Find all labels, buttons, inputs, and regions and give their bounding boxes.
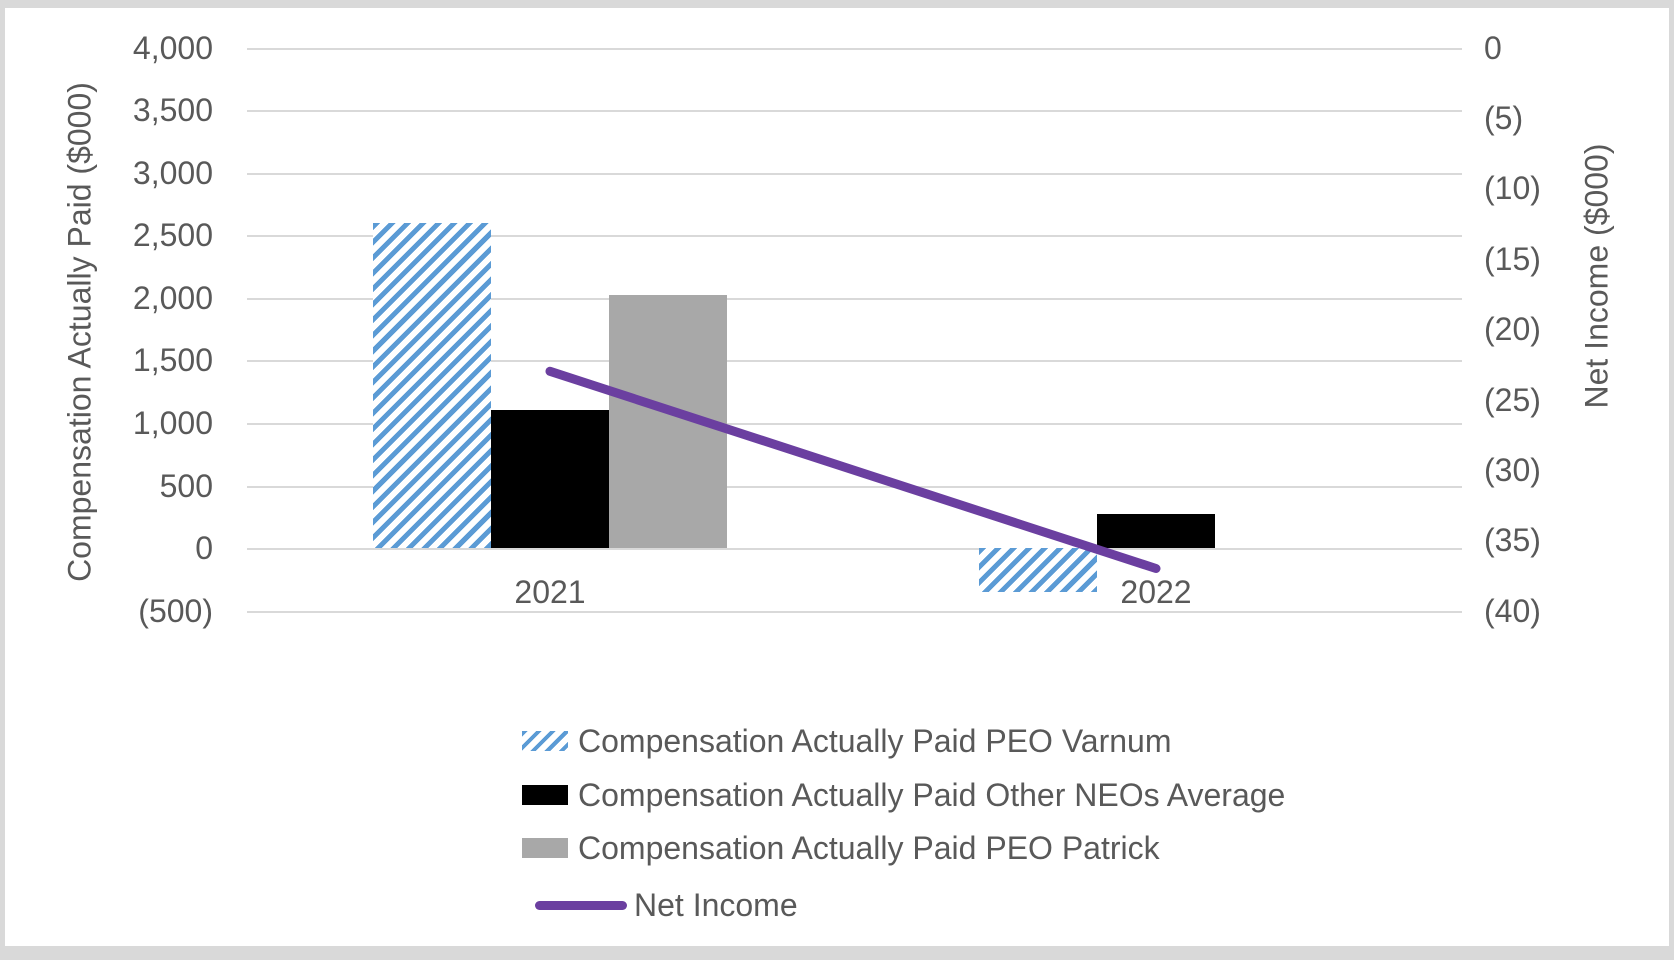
gridline (247, 611, 1462, 613)
frame-border-top (0, 0, 1674, 8)
bar-other-neos-2021 (491, 410, 609, 548)
right-axis-tick-label: (35) (1484, 522, 1541, 558)
left-axis-tick-label: 2,000 (132, 280, 213, 316)
gridline (247, 360, 1462, 362)
right-axis-tick-label: (25) (1484, 382, 1541, 418)
bar-other-neos-2022 (1097, 514, 1215, 548)
net-income-line-segment (545, 366, 1161, 573)
x-axis-label-2021: 2021 (514, 574, 586, 610)
left-axis-tick-label: 1,500 (132, 342, 213, 378)
gridline (247, 48, 1462, 50)
bar-peo-varnum-2022 (979, 548, 1097, 592)
gridline (247, 548, 1462, 550)
right-axis-tick-label: (10) (1484, 170, 1541, 206)
left-axis-tick-label: 1,000 (132, 405, 213, 441)
bar-peo-varnum-2021 (373, 223, 491, 548)
frame-border-left (0, 0, 5, 960)
right-axis-tick-label: (20) (1484, 311, 1541, 347)
gridline (247, 298, 1462, 300)
right-axis-tick-label: (5) (1484, 100, 1524, 136)
right-axis-tick-label: (15) (1484, 241, 1541, 277)
right-axis-tick-label: (30) (1484, 452, 1541, 488)
left-axis-tick-label: 2,500 (132, 217, 213, 253)
gridline (247, 110, 1462, 112)
x-axis-label-2022: 2022 (1120, 574, 1192, 610)
left-axis-tick-label: (500) (138, 593, 213, 629)
gridline (247, 235, 1462, 237)
left-axis-tick-label: 3,500 (132, 92, 213, 128)
left-axis-tick-label: 500 (159, 468, 213, 504)
gridline (247, 423, 1462, 425)
frame-border-right (1669, 0, 1674, 960)
left-axis-tick-label: 4,000 (132, 30, 213, 66)
frame-border-bottom (0, 946, 1674, 960)
gridline (247, 173, 1462, 175)
left-axis-tick-label: 0 (195, 530, 213, 566)
gridline (247, 486, 1462, 488)
right-axis-tick-label: (40) (1484, 593, 1541, 629)
left-axis-tick-label: 3,000 (132, 155, 213, 191)
right-axis-tick-label: 0 (1484, 30, 1502, 66)
